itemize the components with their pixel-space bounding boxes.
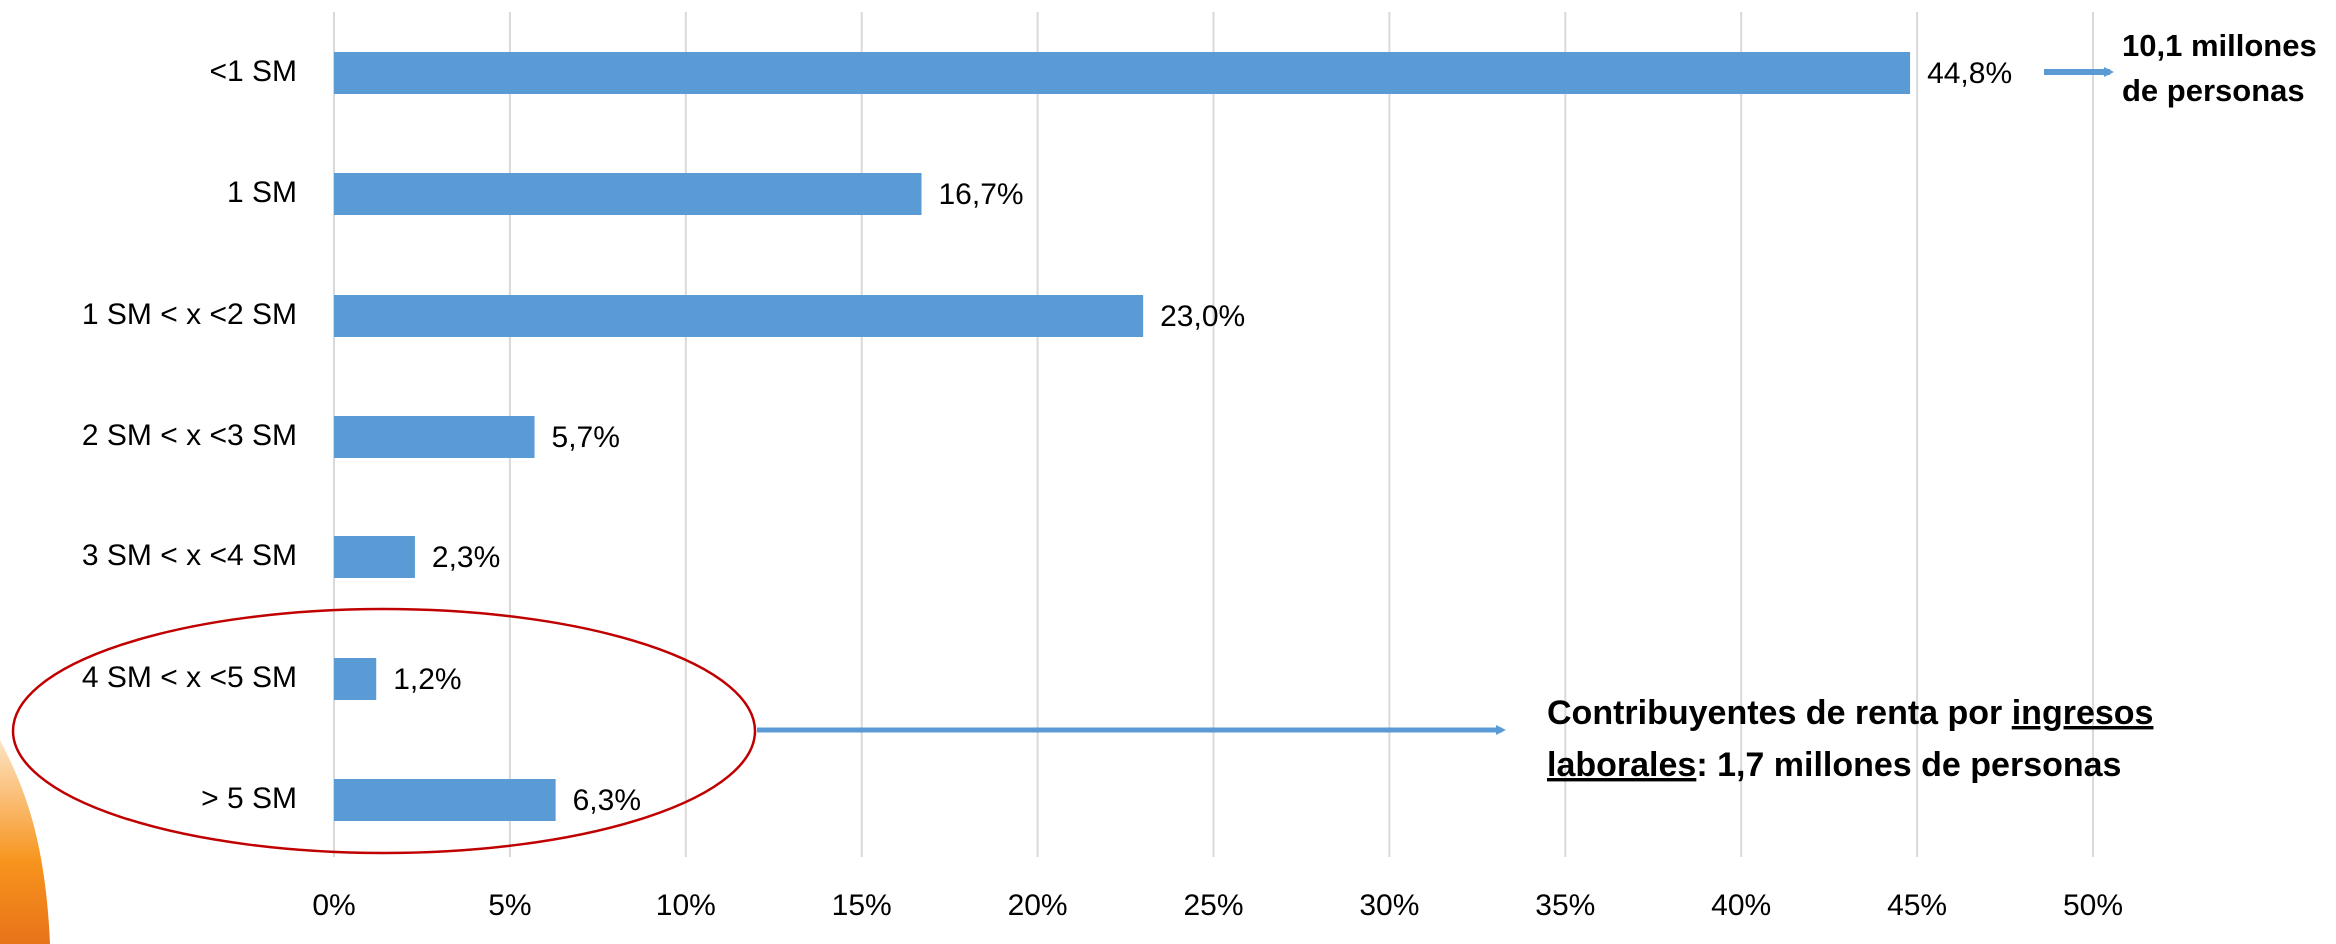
value-label: 23,0% bbox=[1160, 300, 1245, 333]
x-tick-label: 15% bbox=[832, 889, 892, 922]
bar bbox=[334, 658, 377, 700]
value-label: 5,7% bbox=[552, 421, 620, 454]
bar bbox=[334, 536, 415, 578]
value-label: 1,2% bbox=[393, 663, 461, 696]
annotation: de personas bbox=[2122, 73, 2305, 108]
x-tick-label: 20% bbox=[1008, 889, 1068, 922]
value-label: 44,8% bbox=[1927, 57, 2012, 90]
value-label: 2,3% bbox=[432, 541, 500, 574]
x-tick-label: 35% bbox=[1535, 889, 1595, 922]
y-tick-label: 1 SM bbox=[227, 176, 297, 209]
y-tick-label: <1 SM bbox=[209, 55, 297, 88]
y-tick-label: 3 SM < x <4 SM bbox=[82, 539, 297, 572]
x-tick-label: 50% bbox=[2063, 889, 2123, 922]
annotation-part: Contribuyentes de renta por bbox=[1547, 694, 2012, 732]
annotation: laborales: 1,7 millones de personas bbox=[1547, 746, 2121, 784]
highlight-ellipse bbox=[11, 607, 757, 855]
x-tick-label: 5% bbox=[488, 889, 531, 922]
y-tick-label: 1 SM < x <2 SM bbox=[82, 298, 297, 331]
x-tick-label: 0% bbox=[312, 889, 355, 922]
bar bbox=[334, 295, 1144, 337]
value-label: 16,7% bbox=[939, 178, 1024, 211]
annotation-part: laborales bbox=[1547, 746, 1696, 784]
y-tick-label: 2 SM < x <3 SM bbox=[82, 419, 297, 452]
bar bbox=[334, 173, 922, 215]
bar bbox=[334, 779, 556, 821]
x-tick-label: 25% bbox=[1183, 889, 1243, 922]
x-tick-label: 10% bbox=[656, 889, 716, 922]
bar bbox=[334, 416, 535, 458]
y-tick-label: 4 SM < x <5 SM bbox=[82, 661, 297, 694]
x-tick-label: 45% bbox=[1887, 889, 1947, 922]
x-tick-label: 30% bbox=[1359, 889, 1419, 922]
annotation-part: ingresos bbox=[2012, 694, 2154, 732]
value-label: 6,3% bbox=[573, 784, 641, 817]
decoration bbox=[0, 740, 50, 944]
annotation: 10,1 millones bbox=[2122, 28, 2317, 63]
annotation-part: : 1,7 millones de personas bbox=[1696, 746, 2121, 784]
bar bbox=[334, 52, 1911, 94]
annotation: Contribuyentes de renta por ingresos bbox=[1547, 694, 2153, 732]
y-tick-label: > 5 SM bbox=[201, 782, 297, 815]
x-tick-label: 40% bbox=[1711, 889, 1771, 922]
